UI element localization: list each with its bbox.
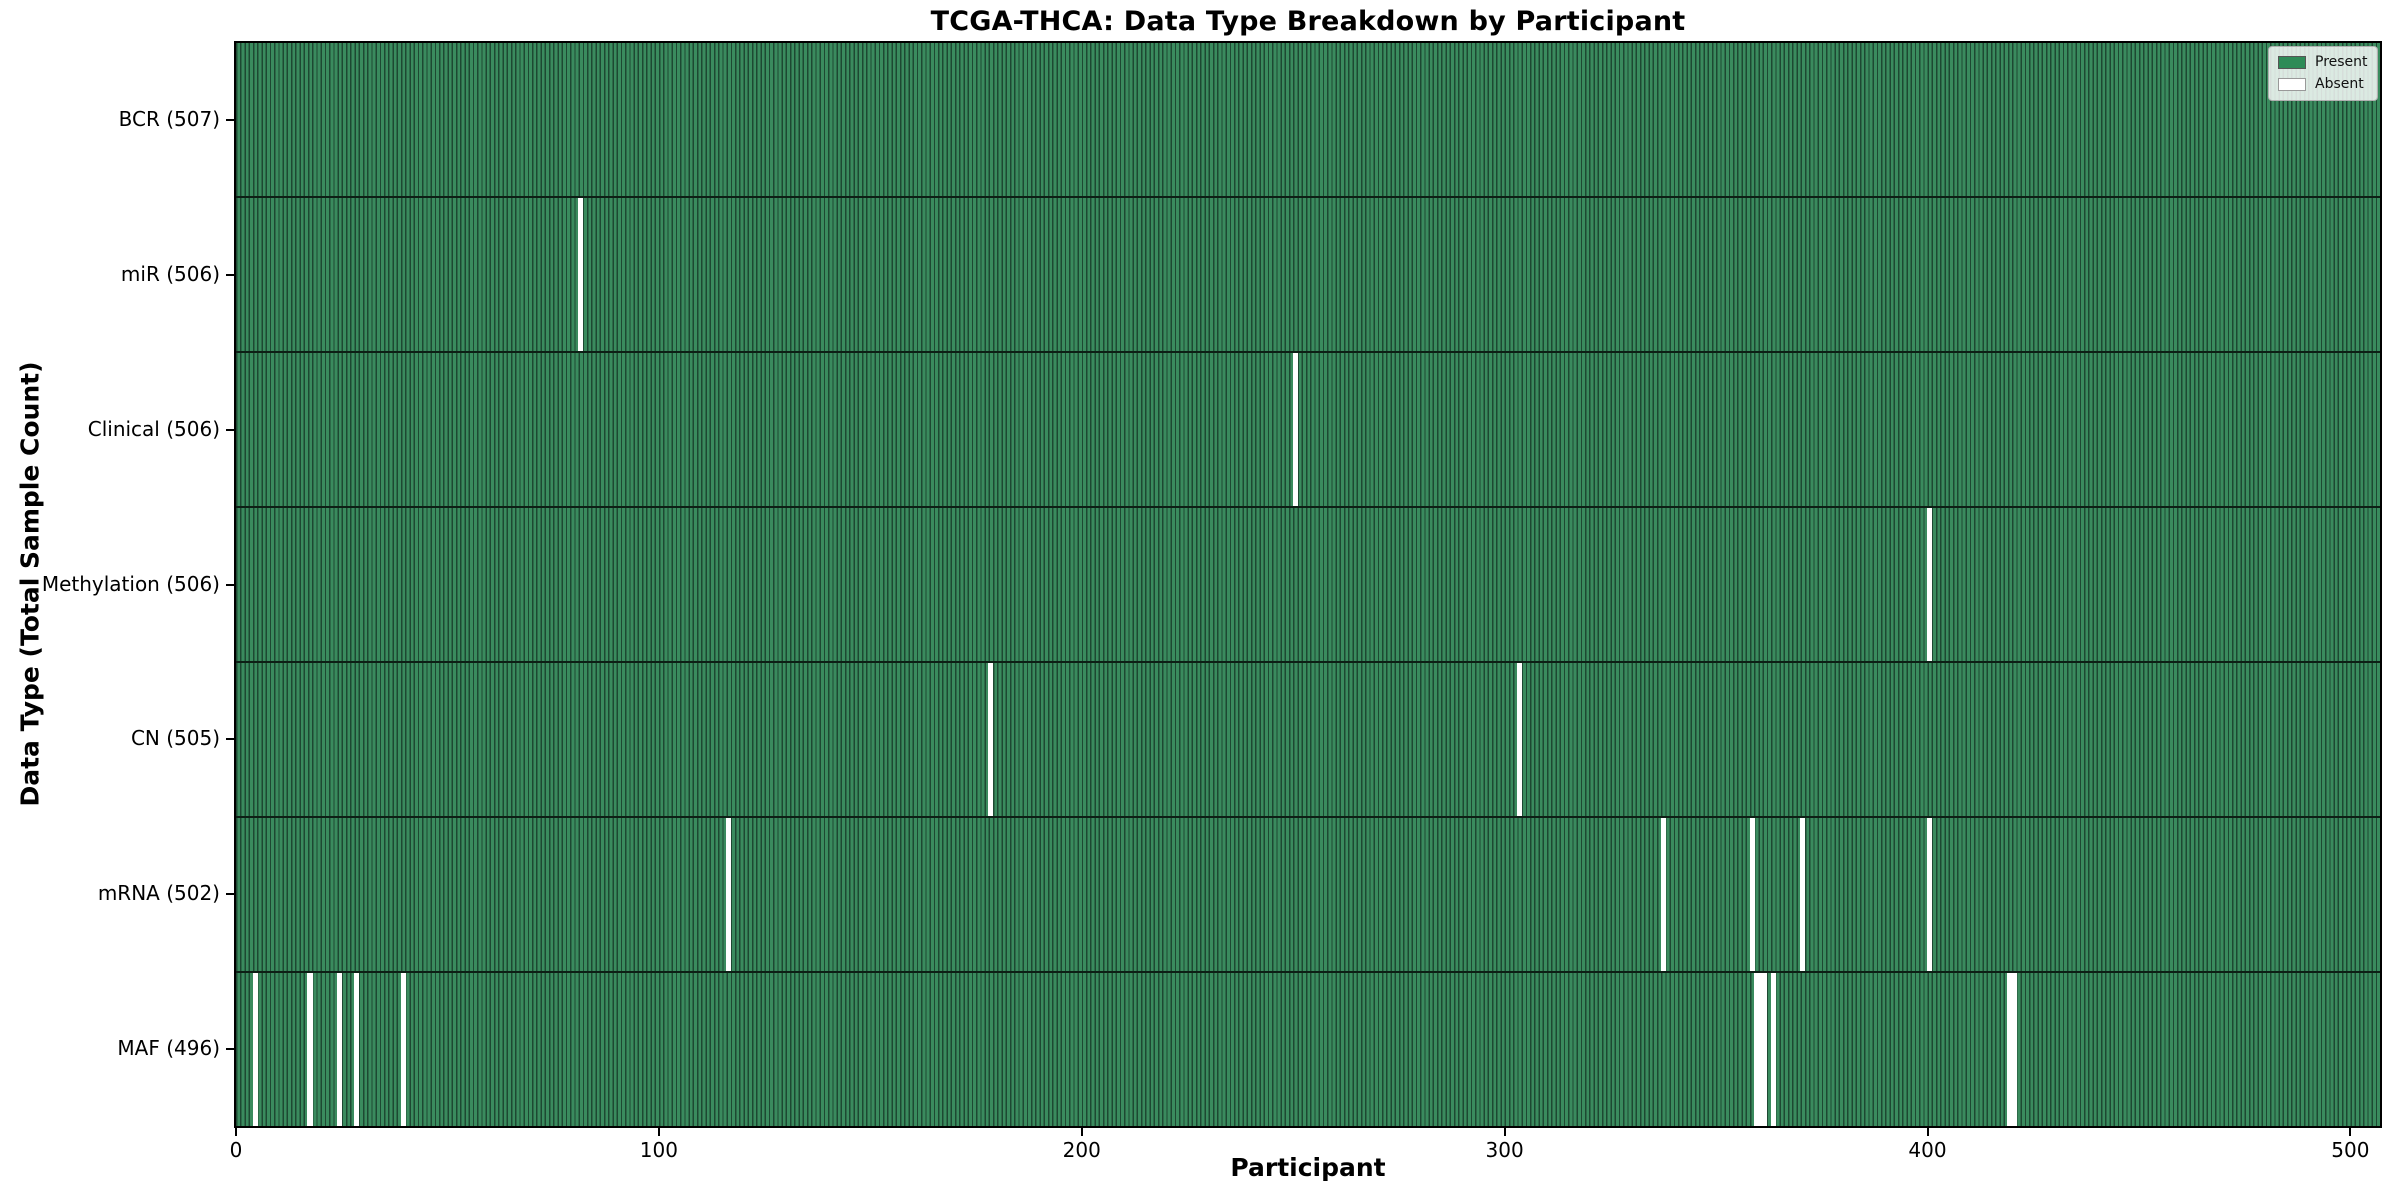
x-axis-label: Participant (1230, 1153, 1386, 1182)
x-tick-label-100: 100 (639, 1138, 678, 1162)
y-tick-mark (226, 119, 234, 122)
x-tick-label-200: 200 (1062, 1138, 1101, 1162)
y-tick-label-Clinical: Clinical (506) (87, 416, 220, 441)
y-tick-label-Methylation: Methylation (506) (41, 571, 220, 596)
y-tick-mark (226, 892, 234, 895)
legend-entry-absent: Absent (2278, 76, 2368, 92)
y-tick-label-MAF: MAF (496) (117, 1035, 220, 1060)
absent-stripe (1516, 663, 1522, 816)
heatmap-row-BCR (236, 43, 2380, 198)
present-swatch-icon (2278, 55, 2306, 69)
heatmap-row-mRNA (236, 818, 2380, 973)
absent-stripe (252, 973, 258, 1126)
absent-stripe (400, 973, 406, 1126)
y-tick-mark (226, 1047, 234, 1050)
absent-stripe (2007, 973, 2013, 1126)
absent-stripe (1762, 973, 1768, 1126)
absent-stripe (1927, 508, 1933, 661)
absent-stripe (1660, 818, 1666, 971)
absent-stripe (2011, 973, 2017, 1126)
x-tick-label-500: 500 (2331, 1138, 2370, 1162)
legend-label-present: Present (2315, 54, 2368, 70)
x-tick-mark (1503, 1128, 1506, 1136)
absent-stripe (354, 973, 360, 1126)
chart-title: TCGA-THCA: Data Type Breakdown by Partic… (930, 6, 1686, 37)
x-tick-mark (1926, 1128, 1929, 1136)
legend-entry-present: Present (2278, 54, 2368, 70)
absent-stripe (578, 198, 584, 351)
x-tick-mark (1080, 1128, 1083, 1136)
y-tick-mark (226, 274, 234, 277)
absent-stripe (1800, 818, 1806, 971)
y-tick-label-BCR: BCR (507) (118, 107, 220, 132)
x-tick-label-300: 300 (1485, 1138, 1524, 1162)
absent-stripe (1757, 973, 1763, 1126)
y-tick-mark (226, 583, 234, 586)
x-tick-mark (2349, 1128, 2352, 1136)
absent-stripe (726, 818, 732, 971)
legend-label-absent: Absent (2315, 76, 2364, 92)
x-tick-mark (235, 1128, 237, 1136)
heatmap-row-Clinical (236, 353, 2380, 508)
x-tick-label-0: 0 (229, 1138, 243, 1162)
y-tick-mark (226, 428, 234, 431)
absent-stripe (1292, 353, 1298, 506)
y-tick-label-mRNA: mRNA (502) (97, 880, 220, 905)
absent-stripe (1753, 973, 1759, 1126)
absent-stripe (1749, 818, 1755, 971)
heatmap-row-CN (236, 663, 2380, 818)
heatmap-row-miR (236, 198, 2380, 353)
y-tick-label-CN: CN (505) (130, 726, 220, 751)
absent-swatch-icon (2278, 77, 2306, 91)
absent-stripe (1927, 818, 1933, 971)
absent-stripe (1770, 973, 1776, 1126)
x-tick-mark (657, 1128, 660, 1136)
absent-stripe (337, 973, 343, 1126)
heatmap-row-MAF (236, 973, 2380, 1126)
absent-stripe (988, 663, 994, 816)
legend: Present Absent (2268, 46, 2378, 101)
y-tick-label-miR: miR (506) (120, 262, 220, 287)
absent-stripe (307, 973, 313, 1126)
y-tick-mark (226, 738, 234, 741)
plot-area (234, 41, 2382, 1128)
x-tick-label-400: 400 (1908, 1138, 1947, 1162)
heatmap-row-Methylation (236, 508, 2380, 663)
